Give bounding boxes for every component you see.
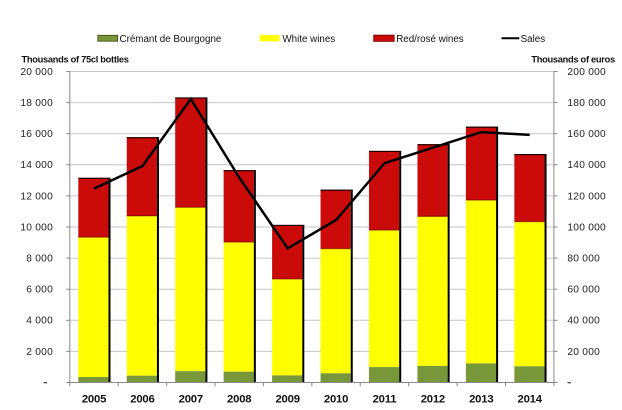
- svg-text:8 000: 8 000: [26, 254, 53, 265]
- svg-text:18 000: 18 000: [20, 98, 53, 109]
- svg-text:180 000: 180 000: [567, 98, 606, 109]
- svg-text:20 000: 20 000: [567, 347, 600, 358]
- svg-text:Thousands of euros: Thousands of euros: [531, 55, 615, 65]
- svg-text:2005: 2005: [82, 394, 106, 406]
- svg-text:2008: 2008: [227, 394, 251, 406]
- svg-text:10 000: 10 000: [20, 222, 53, 233]
- svg-text:2 000: 2 000: [26, 347, 53, 358]
- svg-text:2007: 2007: [179, 394, 203, 406]
- svg-text:20 000: 20 000: [20, 67, 53, 78]
- svg-text:Sales: Sales: [521, 34, 546, 45]
- svg-text:16 000: 16 000: [20, 129, 53, 140]
- svg-text:2011: 2011: [373, 394, 397, 406]
- svg-text:2014: 2014: [518, 394, 543, 406]
- svg-text:2012: 2012: [421, 394, 445, 406]
- svg-text:160 000: 160 000: [567, 129, 606, 140]
- svg-text:Crémant de Bourgogne: Crémant de Bourgogne: [120, 34, 222, 45]
- svg-text:14 000: 14 000: [20, 160, 53, 171]
- svg-text:80 000: 80 000: [567, 254, 600, 265]
- svg-text:140 000: 140 000: [567, 160, 606, 171]
- svg-text:40 000: 40 000: [567, 316, 600, 327]
- svg-text:White wines: White wines: [282, 34, 335, 45]
- svg-text:100 000: 100 000: [567, 222, 606, 233]
- svg-text:2009: 2009: [275, 394, 299, 406]
- svg-text:Red/rosé wines: Red/rosé wines: [396, 34, 464, 45]
- svg-text:2013: 2013: [469, 394, 493, 406]
- svg-text:12 000: 12 000: [20, 191, 53, 202]
- svg-text:Thousands of 75cl bottles: Thousands of 75cl bottles: [22, 55, 129, 65]
- svg-text:2010: 2010: [324, 394, 348, 406]
- svg-text:2006: 2006: [130, 394, 154, 406]
- svg-text:6 000: 6 000: [26, 285, 53, 296]
- svg-text:4 000: 4 000: [26, 316, 53, 327]
- svg-text:60 000: 60 000: [567, 285, 600, 296]
- svg-text:200 000: 200 000: [567, 67, 606, 78]
- svg-text:120 000: 120 000: [567, 191, 606, 202]
